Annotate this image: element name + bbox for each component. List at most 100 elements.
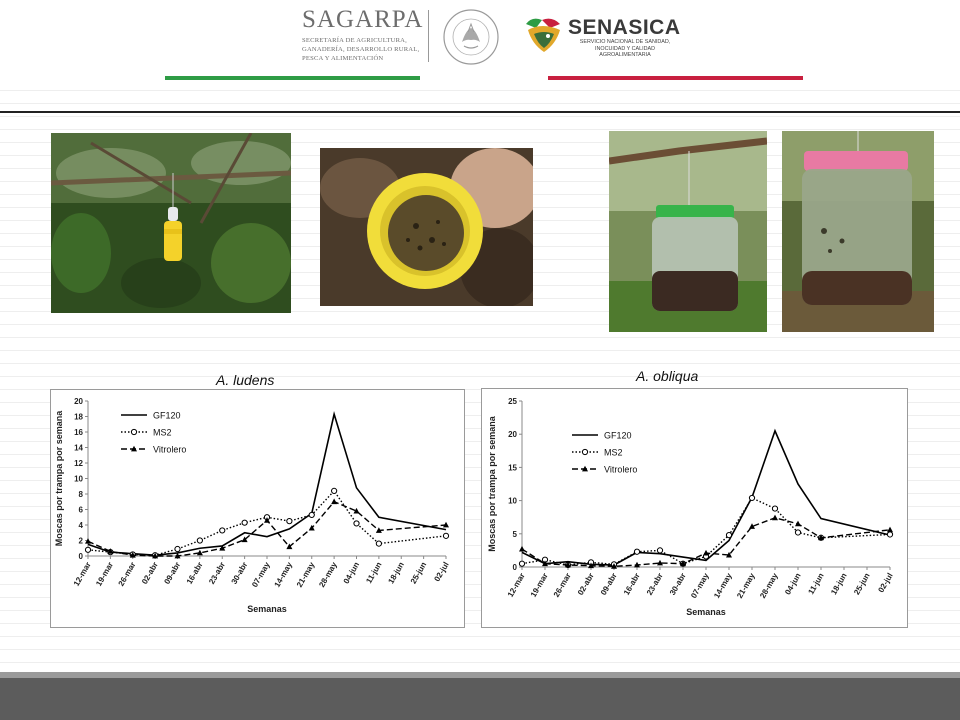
legend-marker <box>581 448 589 456</box>
chart-obliqua: 0 5 10 15 20 25 12-mar 19-mar 26-mar 02-abr 09-abr… <box>481 388 908 628</box>
yellow-trap-in-tree-photo <box>51 133 291 313</box>
x-tick-label: 19-mar <box>94 561 115 588</box>
data-point-vitrolero <box>353 507 360 514</box>
data-point-ms2 <box>196 537 203 544</box>
y-tick-label: 6 <box>79 506 84 515</box>
data-point-vitrolero <box>726 551 732 558</box>
series-line-ms2 <box>87 489 447 556</box>
x-tick-label: 04-jun <box>342 560 362 585</box>
pink-lid-jar-trap-photo <box>782 131 934 332</box>
data-point-vitrolero <box>703 549 709 556</box>
y-tick-label: 0 <box>513 563 518 572</box>
x-tick-label: 30-abr <box>230 561 250 586</box>
data-point-ms2 <box>241 519 248 526</box>
y-tick-label: 25 <box>508 397 517 406</box>
x-tick-label: 28-may <box>317 560 339 589</box>
data-point-vitrolero <box>588 562 594 569</box>
data-point-vitrolero <box>542 560 548 567</box>
data-point-vitrolero <box>657 559 663 566</box>
data-point-vitrolero <box>772 514 778 521</box>
data-point-ms2 <box>353 520 360 527</box>
data-point-ms2 <box>633 548 641 555</box>
data-point-vitrolero <box>331 498 338 505</box>
y-tick-label: 4 <box>79 521 84 530</box>
y-tick-label: 18 <box>74 413 83 422</box>
data-point-ms2 <box>442 532 450 539</box>
x-tick-label: 21-may <box>295 560 317 589</box>
legend-label-gf120: GF120 <box>153 411 181 421</box>
x-tick-label: 07-may <box>689 571 711 600</box>
y-axis-label: Moscas por trampa por semana <box>54 410 64 547</box>
y-tick-label: 0 <box>79 552 84 561</box>
sagarpa-title: SAGARPA <box>302 6 424 33</box>
data-point-ms2 <box>286 518 293 525</box>
data-point-ms2 <box>331 487 338 495</box>
x-tick-label: 23-abr <box>645 572 665 597</box>
series-line-gf120 <box>87 411 447 557</box>
legend-label-vitrolero: Vitrolero <box>153 445 186 455</box>
data-point-vitrolero <box>519 545 525 552</box>
x-tick-label: 07-may <box>250 560 272 589</box>
x-tick-label: 04-jun <box>783 571 803 596</box>
x-tick-label: 25-jun <box>409 560 429 585</box>
y-tick-label: 20 <box>74 397 83 406</box>
y-tick-label: 2 <box>79 537 84 546</box>
chart-ludens-svg: 0 2 4 6 8 10 12 14 16 18 20 12-mar 19-mar 26-mar 02-ab… <box>54 397 451 614</box>
x-tick-label: 02-jul <box>876 572 894 595</box>
legend-label-ms2: MS2 <box>604 448 623 458</box>
data-point-vitrolero <box>818 534 824 541</box>
y-tick-label: 10 <box>74 475 83 484</box>
data-point-vitrolero <box>129 552 136 558</box>
y-tick-label: 5 <box>513 530 518 539</box>
data-point-vitrolero <box>749 523 755 529</box>
data-point-ms2 <box>219 527 226 534</box>
legend-label-gf120: GF120 <box>604 431 632 441</box>
y-axis-label: Moscas por trampa por semana <box>487 415 497 552</box>
x-axis-label: Semanas <box>247 604 287 614</box>
y-tick-label: 20 <box>508 430 517 439</box>
data-point-vitrolero <box>565 561 571 568</box>
legend-marker <box>130 428 138 436</box>
data-point-vitrolero <box>85 538 91 544</box>
data-point-ms2 <box>725 532 733 539</box>
legend-marker <box>131 445 137 452</box>
x-tick-label: 16-abr <box>622 572 642 597</box>
data-point-ms2 <box>656 547 664 554</box>
x-tick-label: 25-jun <box>852 571 872 596</box>
data-point-vitrolero <box>152 552 159 559</box>
chart-obliqua-svg: 0 5 10 15 20 25 12-mar 19-mar 26-mar 02-abr 09-abr… <box>487 397 895 617</box>
header: SAGARPA SECRETARÍA DE AGRICULTURA, GANAD… <box>0 0 960 82</box>
yellow-trap-interior-photo <box>320 148 533 306</box>
legend-marker <box>582 465 588 472</box>
x-tick-label: 12-mar <box>506 572 527 599</box>
senasica-subtitle: SERVICIO NACIONAL DE SANIDAD, INOCUIDAD … <box>579 39 671 59</box>
y-tick-label: 14 <box>74 444 83 453</box>
x-tick-label: 02-abr <box>140 561 160 586</box>
x-tick-label: 09-abr <box>162 561 182 586</box>
x-tick-label: 09-abr <box>599 572 619 597</box>
data-point-vitrolero <box>611 563 617 569</box>
x-tick-label: 11-jun <box>364 560 383 585</box>
x-tick-label: 14-may <box>712 571 734 600</box>
data-point-vitrolero <box>375 527 382 533</box>
series-line-gf120 <box>521 428 891 566</box>
data-point-vitrolero <box>264 517 270 523</box>
senasica-logo: SENASICA SERVICIO NACIONAL DE SANIDAD, I… <box>522 10 682 60</box>
y-tick-label: 12 <box>74 459 83 468</box>
data-point-ms2 <box>794 529 802 536</box>
x-tick-label: 30-abr <box>668 572 688 597</box>
data-point-ms2 <box>748 494 756 502</box>
legend-label-vitrolero: Vitrolero <box>604 465 637 475</box>
chart-ludens: 0 2 4 6 8 10 12 14 16 18 20 12-mar 19-mar 26-mar 02-ab… <box>50 389 465 628</box>
y-tick-label: 15 <box>508 463 517 472</box>
data-point-vitrolero <box>795 520 801 527</box>
x-tick-label: 28-may <box>758 571 780 600</box>
y-tick-label: 8 <box>79 490 84 499</box>
x-tick-label: 14-may <box>273 560 295 589</box>
footer-accent-bar <box>0 672 960 678</box>
mexican-seal-icon <box>443 9 499 65</box>
green-lid-jar-trap-photo <box>609 131 767 332</box>
logo-divider <box>428 10 429 62</box>
x-tick-label: 26-mar <box>552 572 573 599</box>
data-point-vitrolero <box>308 524 315 531</box>
